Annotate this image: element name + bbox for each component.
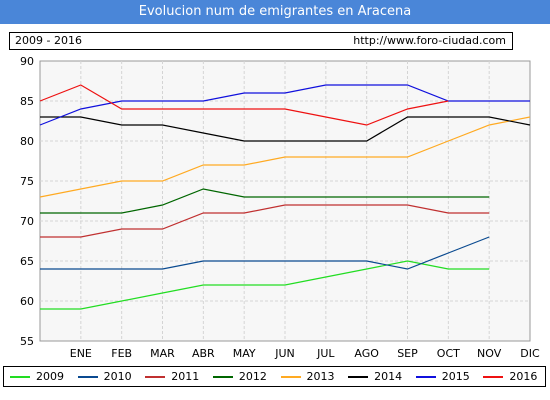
legend-swatch [77,376,98,378]
series-lines [39,84,531,310]
y-tick-label: 90 [20,55,34,68]
x-tick-label: JUN [274,347,295,360]
legend-label: 2012 [238,370,267,383]
series-line-2009 [40,260,490,310]
legend-label: 2009 [36,370,64,383]
legend-swatch [280,376,301,378]
x-tick-label: ENE [70,347,92,360]
series-line-2014 [40,116,531,142]
legend-swatch [10,376,30,378]
legend-label: 2013 [306,370,335,383]
y-tick-label: 80 [20,135,34,148]
legend: 2009 2010 2011 2012 2013 2014 2015 2016 [3,366,546,387]
series-line-2016 [39,84,449,126]
y-tick-label: 70 [20,215,34,228]
legend-swatch [415,376,436,378]
y-tick-label: 60 [20,295,34,308]
legend-label: 2010 [103,370,132,383]
source-url[interactable]: http://www.foro-ciudad.com [353,34,506,47]
x-tick-label: OCT [437,347,460,360]
series-line-2011 [40,204,490,238]
x-tick-label: DIC [520,347,540,360]
legend-swatch [483,376,504,378]
legend-label: 2015 [441,370,470,383]
x-tick-label: ABR [192,347,215,360]
series-line-2010 [40,236,490,270]
x-tick-label: MAR [150,347,175,360]
y-tick-label: 65 [20,255,34,268]
axes: 55 60 65 70 75 80 85 90 ENE FEB MAR ABR MAY JUN JUL AGO… [20,55,540,360]
info-bar: 2009 - 2016 http://www.foro-ciudad.com [9,32,513,50]
x-tick-label: FEB [111,347,132,360]
y-tick-label: 85 [20,95,34,108]
y-tick-label: 75 [20,175,34,188]
legend-label: 2016 [509,370,538,383]
series-line-2013 [39,116,531,198]
x-tick-label: NOV [477,347,502,360]
series-line-2012 [40,188,490,214]
chart-title: Evolucion num de emigrantes en Aracena [0,0,550,24]
legend-label: 2014 [374,370,403,383]
x-tick-label: AGO [354,347,379,360]
legend-label: 2011 [171,370,200,383]
x-tick-label: SEP [397,347,418,360]
period-label: 2009 - 2016 [15,34,82,47]
x-tick-label: MAY [233,347,256,360]
x-tick-label: JUL [316,347,335,360]
legend-swatch [145,376,166,378]
y-tick-label: 55 [20,335,34,348]
legend-swatch [348,376,369,378]
legend-swatch [212,376,233,378]
